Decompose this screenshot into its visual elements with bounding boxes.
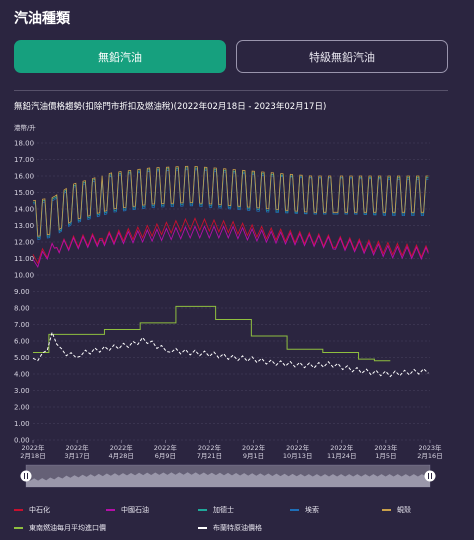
x-tick-date: 2月18日 xyxy=(20,452,45,460)
tab-unleaded-petrol-label: 無鉛汽油 xyxy=(98,50,142,64)
x-tick-year: 2022年 xyxy=(21,443,45,452)
y-tick-label: 16.00 xyxy=(14,173,34,181)
y-tick-label: 1.00 xyxy=(14,420,30,428)
y-tick-label: 4.00 xyxy=(14,371,30,379)
navigator-sparkline xyxy=(26,472,430,487)
y-tick-label: 13.00 xyxy=(14,222,34,230)
y-tick-label: 0.00 xyxy=(14,437,30,445)
y-tick-label: 17.00 xyxy=(14,156,34,164)
navigator-handle-right[interactable] xyxy=(424,470,436,482)
navigator-selection[interactable] xyxy=(26,465,430,487)
x-tick-date: 2月16日 xyxy=(417,452,442,460)
y-tick-label: 14.00 xyxy=(14,206,34,214)
y-tick-label: 5.00 xyxy=(14,354,30,362)
x-tick-year: 2022年 xyxy=(198,443,222,452)
x-tick-year: 2022年 xyxy=(286,443,310,452)
x-tick-labels: 2022年2月18日2022年3月17日2022年4月28日2022年6月9日2… xyxy=(20,440,443,460)
series-line-6 xyxy=(32,330,429,378)
chart-title: 無鉛汽油價格趨勢(扣除門市折扣及燃油稅)(2022年02月18日 - 2023年… xyxy=(14,102,327,112)
page-title: 汽油種類 xyxy=(14,11,70,27)
y-axis-unit-label: 港幣/升 xyxy=(14,123,36,132)
legend-item-shell[interactable]: 蜆殼 xyxy=(382,505,411,515)
x-tick-date: 9月1日 xyxy=(243,452,264,460)
range-navigator[interactable] xyxy=(20,464,436,488)
x-tick-date: 11月24日 xyxy=(327,452,357,460)
legend-label-sinopec: 中石化 xyxy=(29,506,50,514)
x-tick-year: 2022年 xyxy=(330,443,354,452)
legend-label-shell: 蜆殼 xyxy=(397,506,411,514)
legend-swatch-import-price xyxy=(14,527,23,529)
legend-label-import-price: 東南燃油每月平均進口價 xyxy=(29,524,106,532)
series-line-5 xyxy=(33,305,391,362)
y-tick-label: 10.00 xyxy=(14,272,34,280)
price-trend-chart: 港幣/升 0.00 1.00 2.00 3.00 4.00 5.00 6.00 7.00 8.0… xyxy=(14,123,443,488)
legend-item-brent[interactable]: 布蘭特原油價格 xyxy=(198,523,262,533)
series-line-4 xyxy=(32,165,429,237)
x-tick-year: 2022年 xyxy=(154,443,178,452)
y-tick-label: 6.00 xyxy=(14,338,30,346)
legend-swatch-brent xyxy=(198,527,207,529)
tab-premium-unleaded-petrol[interactable]: 特級無鉛汽油 xyxy=(236,40,448,73)
y-tick-label: 8.00 xyxy=(14,305,30,313)
y-tick-labels: 0.00 1.00 2.00 3.00 4.00 5.00 6.00 7.00 8.00 9.00… xyxy=(14,140,34,445)
y-tick-label: 15.00 xyxy=(14,189,34,197)
legend-swatch-shell xyxy=(382,509,391,511)
y-tick-label: 11.00 xyxy=(14,255,34,263)
legend-item-petrochina[interactable]: 中國石油 xyxy=(106,505,149,515)
y-tick-label: 12.00 xyxy=(14,239,34,247)
legend-label-petrochina: 中國石油 xyxy=(121,506,149,514)
y-tick-label: 9.00 xyxy=(14,288,30,296)
y-tick-label: 18.00 xyxy=(14,140,34,148)
x-tick-date: 4月28日 xyxy=(109,452,134,460)
legend-item-import-price[interactable]: 東南燃油每月平均進口價 xyxy=(14,523,106,533)
tab-unleaded-petrol[interactable]: 無鉛汽油 xyxy=(14,40,226,73)
x-tick-date: 10月13日 xyxy=(283,452,313,460)
series-line-1 xyxy=(32,225,429,268)
y-tick-label: 3.00 xyxy=(14,387,30,395)
tab-premium-unleaded-petrol-label: 特級無鉛汽油 xyxy=(309,50,375,64)
legend-label-esso: 埃索 xyxy=(305,506,319,514)
section-divider xyxy=(14,90,448,91)
y-tick-label: 7.00 xyxy=(14,321,30,329)
x-tick-date: 7月21日 xyxy=(197,452,222,460)
x-tick-date: 1月5日 xyxy=(375,452,396,460)
legend-swatch-petrochina xyxy=(106,509,115,511)
series-line-0 xyxy=(32,217,429,265)
x-tick-year: 2022年 xyxy=(66,443,90,452)
legend-item-caltex[interactable]: 加德士 xyxy=(198,505,234,515)
x-tick-year: 2023年 xyxy=(418,443,442,452)
legend-swatch-esso xyxy=(290,509,299,511)
navigator-handle-left[interactable] xyxy=(20,470,32,482)
y-tick-label: 2.00 xyxy=(14,404,30,412)
x-tick-date: 3月17日 xyxy=(64,452,89,460)
legend-item-esso[interactable]: 埃索 xyxy=(290,505,319,515)
legend-item-sinopec[interactable]: 中石化 xyxy=(14,505,50,515)
legend-swatch-sinopec xyxy=(14,509,23,511)
x-tick-year: 2022年 xyxy=(110,443,134,452)
x-tick-year: 2022年 xyxy=(242,443,266,452)
legend-swatch-caltex xyxy=(198,509,207,511)
legend-label-brent: 布蘭特原油價格 xyxy=(213,524,262,532)
legend-label-caltex: 加德士 xyxy=(213,506,234,514)
series-layer xyxy=(32,165,429,378)
x-tick-year: 2023年 xyxy=(374,443,398,452)
x-tick-date: 6月9日 xyxy=(155,452,176,460)
